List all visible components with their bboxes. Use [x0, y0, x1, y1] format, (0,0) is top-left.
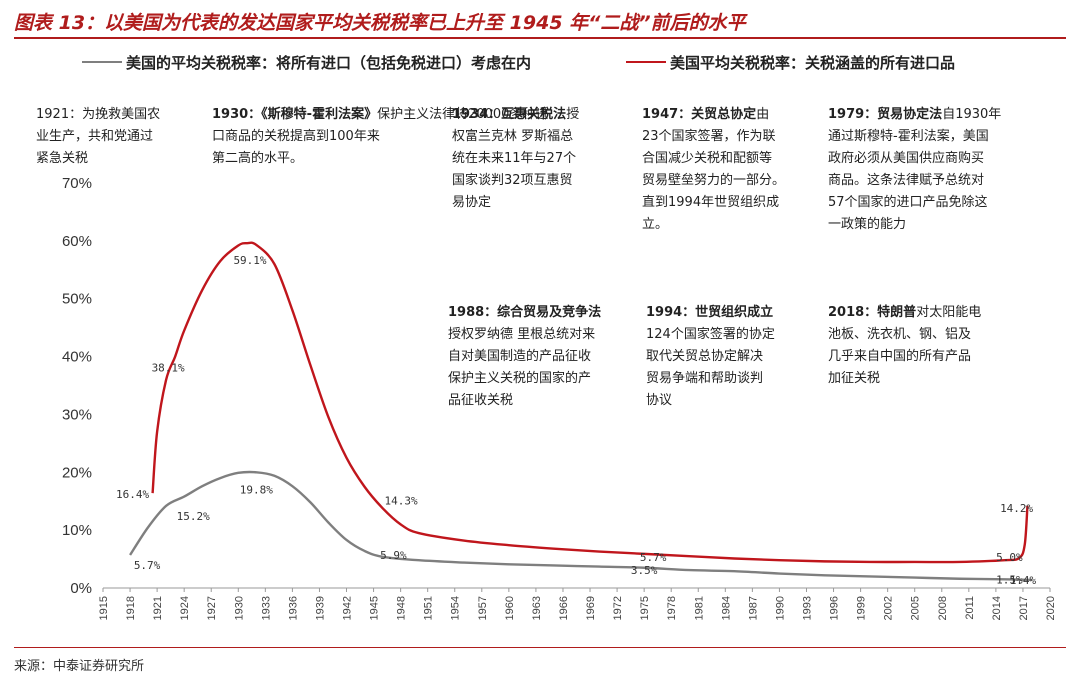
x-tick-label: 1972	[612, 596, 624, 620]
x-tick-label: 1996	[829, 596, 841, 620]
y-tick-label: 0%	[70, 580, 92, 597]
x-tick-label: 1927	[206, 596, 218, 620]
x-tick-label: 1975	[639, 596, 651, 620]
annotation-2018: 2018：特朗普对太阳能电 池板、洗衣机、钢、铝及 几乎来自中国的所有产品 加征…	[828, 302, 981, 390]
data-label: 1.4%	[1010, 574, 1037, 587]
data-label: 5.7%	[134, 559, 161, 572]
x-tick-label: 2011	[964, 596, 976, 620]
data-label: 15.2%	[177, 510, 210, 523]
data-label: 1.5%	[996, 573, 1023, 586]
annotation-heading: 1930：《斯穆特-霍利法案》	[212, 107, 378, 122]
y-tick-label: 10%	[62, 522, 92, 539]
x-tick-label: 2002	[883, 596, 895, 620]
annotation-body: 对太阳能电 池板、洗衣机、钢、铝及 几乎来自中国的所有产品 加征关税	[828, 305, 982, 386]
x-tick-label: 2017	[1018, 596, 1030, 620]
annotation-body: 自1930年 通过斯穆特-霍利法案，美国 政府必须从美国供应商购买 商品。这条法…	[828, 107, 1002, 232]
legend-item-gray: 美国的平均关税税率：将所有进口（包括免税进口）考虑在内	[82, 52, 531, 72]
annotation-1947: 1947：关贸总协定由 23个国家签署，作为联 合国减少关税和配额等 贸易壁垒努…	[642, 104, 785, 236]
chart-series	[129, 241, 1032, 582]
series-line-red	[151, 241, 1029, 564]
data-label: 14.3%	[385, 494, 418, 507]
y-tick-label: 60%	[62, 233, 92, 250]
x-tick-label: 1939	[314, 596, 326, 620]
annotation-heading: 1979：贸易协定法	[828, 107, 943, 122]
annotation-body: 124个国家签署的协定 取代关贸总协定解决 贸易争端和帮助谈判 协议	[646, 327, 775, 408]
annotation-1934: 1934：互惠关税法授 权富兰克林 罗斯福总 统在未来11年与27个 国家谈判3…	[452, 104, 579, 214]
x-tick-label: 1942	[342, 596, 354, 620]
x-tick-label: 1987	[747, 596, 759, 620]
x-tick-label: 1951	[423, 596, 435, 620]
data-label: 3.5%	[631, 564, 658, 577]
data-label: 38.1%	[152, 362, 185, 375]
x-tick-label: 2005	[910, 596, 922, 620]
x-tick-label: 1978	[666, 596, 678, 620]
x-tick-label: 1960	[504, 596, 516, 620]
annotation-heading: 2018：特朗普	[828, 305, 917, 320]
annotation-1930: 1930：《斯穆特-霍利法案》保护主义法律将20000多种进 口商品的关税提高到…	[212, 104, 548, 170]
annotation-1994: 1994：世贸组织成立 124个国家签署的协定 取代关贸总协定解决 贸易争端和帮…	[646, 302, 775, 412]
y-tick-label: 30%	[62, 406, 92, 423]
source-note: 来源：中泰证券研究所	[14, 659, 145, 674]
annotation-1988: 1988：综合贸易及竞争法 授权罗纳德 里根总统对来 自对美国制造的产品征收 保…	[448, 302, 601, 412]
y-tick-label: 70%	[62, 175, 92, 192]
x-tick-label: 1936	[287, 596, 299, 620]
series-line-gray	[129, 470, 1032, 582]
data-label: 19.8%	[240, 483, 273, 496]
x-tick-label: 1933	[260, 596, 272, 620]
data-label: 16.4%	[116, 488, 149, 501]
annotation-heading: 1947：关贸总协定	[642, 107, 757, 122]
source-divider	[14, 647, 1066, 648]
annotation-body: 由 23个国家签署，作为联 合国减少关税和配额等 贸易壁垒努力的一部分。 直到1…	[642, 107, 786, 232]
legend-label-red: 美国平均关税税率：关税涵盖的所有进口品	[670, 53, 956, 72]
annotation-body: 授权罗纳德 里根总统对来 自对美国制造的产品征收 保护主义关税的国家的产 品征收…	[448, 327, 596, 408]
x-tick-label: 1999	[856, 596, 868, 620]
x-tick-label: 1918	[125, 596, 137, 620]
annotation-heading: 1988：综合贸易及竞争法	[448, 305, 602, 320]
annotation-heading: 1994：世贸组织成立	[646, 305, 774, 320]
x-tick-label: 1963	[531, 596, 543, 620]
data-label: 5.0%	[996, 551, 1023, 564]
x-tick-label: 1966	[558, 596, 570, 620]
annotation-heading: 1934：互惠关税法	[452, 107, 567, 122]
legend-label-gray: 美国的平均关税税率：将所有进口（包括免税进口）考虑在内	[126, 53, 532, 72]
x-tick-label: 1969	[585, 596, 597, 620]
x-tick-label: 2014	[991, 596, 1003, 620]
x-tick-label: 1954	[450, 596, 462, 620]
x-tick-label: 2008	[937, 596, 949, 620]
legend-swatch-gray	[82, 61, 122, 63]
legend-swatch-red	[626, 61, 666, 63]
annotation-1921: 1921：为挽救美国农 业生产，共和党通过 紧急关税	[36, 107, 161, 166]
x-tick-label: 1957	[477, 596, 489, 620]
x-tick-label: 1915	[98, 596, 110, 620]
chart-data-labels: 16.4% 38.1% 59.1% 19.8% 15.2% 5.7% 14.3% 5.9% 5.…	[116, 254, 1037, 587]
x-tick-label: 1990	[774, 596, 786, 620]
chart-title: 图表 13：以美国为代表的发达国家平均关税税率已上升至 1945 年“二战”前后…	[14, 12, 746, 34]
data-label: 5.7%	[640, 551, 667, 564]
y-tick-label: 20%	[62, 464, 92, 481]
x-tick-label: 1948	[396, 596, 408, 620]
x-tick-label: 2020	[1045, 596, 1057, 620]
data-label: 59.1%	[233, 254, 266, 267]
x-tick-label: 1945	[369, 596, 381, 620]
legend-item-red: 美国平均关税税率：关税涵盖的所有进口品	[626, 52, 955, 72]
y-tick-label: 50%	[62, 291, 92, 308]
y-tick-label: 40%	[62, 349, 92, 366]
x-tick-label: 1984	[720, 596, 732, 620]
annotation-body: 保护主义法律将20000多种进 口商品的关税提高到100年来 第二高的水平。	[212, 107, 549, 166]
title-divider	[14, 37, 1066, 39]
x-tick-label: 1981	[693, 596, 705, 620]
x-tick-label: 1930	[233, 596, 245, 620]
annotation-1979: 1979：贸易协定法自1930年 通过斯穆特-霍利法案，美国 政府必须从美国供应…	[828, 104, 1001, 236]
data-label: 14.2%	[1000, 502, 1033, 515]
x-tick-label: 1993	[801, 596, 813, 620]
x-tick-label: 1921	[152, 596, 164, 620]
chart-axes: 0% 10% 20% 30% 40% 50% 60% 70% 1915 1918 1921 1924 1…	[62, 175, 1057, 620]
x-tick-label: 1924	[179, 596, 191, 620]
data-label: 5.9%	[380, 549, 407, 562]
annotation-body: 授 权富兰克林 罗斯福总 统在未来11年与27个 国家谈判32项互惠贸 易协定	[452, 107, 580, 210]
